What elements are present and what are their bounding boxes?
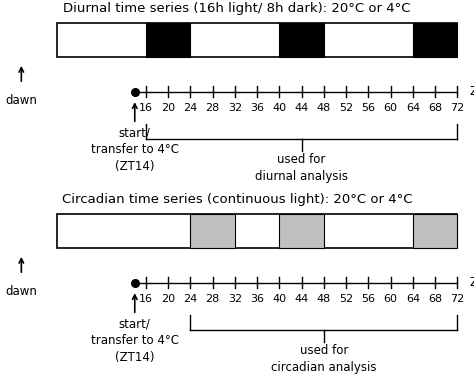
Text: 40: 40 bbox=[273, 103, 286, 113]
Text: 52: 52 bbox=[339, 103, 353, 113]
Bar bbox=[57, 214, 457, 248]
Text: dawn: dawn bbox=[5, 285, 37, 298]
Text: 48: 48 bbox=[317, 103, 331, 113]
Text: 36: 36 bbox=[250, 103, 264, 113]
Text: dawn: dawn bbox=[5, 94, 37, 107]
Text: 64: 64 bbox=[406, 294, 420, 304]
Text: 16: 16 bbox=[139, 294, 153, 304]
Bar bbox=[146, 23, 191, 57]
Text: 68: 68 bbox=[428, 103, 442, 113]
Text: 24: 24 bbox=[183, 294, 198, 304]
Bar bbox=[191, 214, 235, 248]
Text: 32: 32 bbox=[228, 294, 242, 304]
Text: 20: 20 bbox=[161, 294, 175, 304]
Text: 28: 28 bbox=[206, 103, 220, 113]
Text: 44: 44 bbox=[294, 294, 309, 304]
Text: 56: 56 bbox=[361, 294, 375, 304]
Text: 48: 48 bbox=[317, 294, 331, 304]
Text: 52: 52 bbox=[339, 294, 353, 304]
Text: 64: 64 bbox=[406, 103, 420, 113]
Text: 36: 36 bbox=[250, 294, 264, 304]
Text: Diurnal time series (16h light/ 8h dark): 20°C or 4°C: Diurnal time series (16h light/ 8h dark)… bbox=[63, 2, 411, 15]
Text: start/
transfer to 4°C
(ZT14): start/ transfer to 4°C (ZT14) bbox=[91, 317, 179, 364]
Text: Circadian time series (continuous light): 20°C or 4°C: Circadian time series (continuous light)… bbox=[62, 193, 412, 206]
Text: used for
circadian analysis: used for circadian analysis bbox=[271, 344, 377, 374]
Text: 60: 60 bbox=[383, 294, 398, 304]
Bar bbox=[279, 214, 324, 248]
Text: 56: 56 bbox=[361, 103, 375, 113]
Bar bbox=[279, 23, 324, 57]
Text: 72: 72 bbox=[450, 294, 465, 304]
Text: 72: 72 bbox=[450, 103, 465, 113]
Text: 16: 16 bbox=[139, 103, 153, 113]
Text: used for
diurnal analysis: used for diurnal analysis bbox=[255, 153, 348, 183]
Text: 40: 40 bbox=[273, 294, 286, 304]
Text: 44: 44 bbox=[294, 103, 309, 113]
Text: start/
transfer to 4°C
(ZT14): start/ transfer to 4°C (ZT14) bbox=[91, 126, 179, 173]
Text: 60: 60 bbox=[383, 103, 398, 113]
Text: 28: 28 bbox=[206, 294, 220, 304]
Bar bbox=[413, 23, 457, 57]
Text: ZT: ZT bbox=[469, 85, 474, 98]
Text: ZT: ZT bbox=[469, 276, 474, 289]
Text: 20: 20 bbox=[161, 103, 175, 113]
Bar bbox=[57, 23, 457, 57]
Text: 24: 24 bbox=[183, 103, 198, 113]
Bar bbox=[413, 214, 457, 248]
Text: 68: 68 bbox=[428, 294, 442, 304]
Text: 32: 32 bbox=[228, 103, 242, 113]
